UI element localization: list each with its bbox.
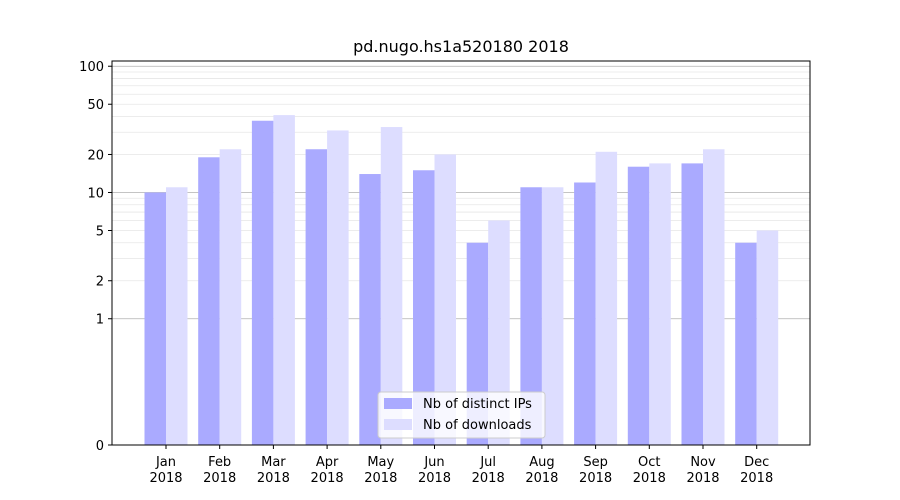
y-tick-label: 50 — [87, 98, 104, 113]
bar-ips — [359, 174, 381, 445]
bar-downloads — [541, 187, 564, 446]
legend-label: Nb of downloads — [423, 418, 532, 433]
y-tick-label: 10 — [87, 186, 104, 201]
x-tick-label: Jul 2018 — [472, 455, 505, 486]
bar-ips — [413, 170, 435, 445]
bar-ips — [251, 120, 274, 446]
x-tick-label: Sep 2018 — [579, 455, 612, 486]
bar-ips — [735, 242, 757, 445]
bar-downloads — [380, 127, 403, 445]
x-tick-label: Nov 2018 — [686, 455, 719, 486]
plot-frame — [111, 60, 811, 446]
bar-downloads — [649, 163, 671, 445]
y-tick-label: 20 — [87, 148, 104, 163]
x-tick-label: Jan 2018 — [149, 455, 182, 486]
x-axis: Jan 2018 Feb 2018 Mar 2018 Apr 2018 May 2018 Jun 20… — [149, 445, 773, 486]
bar-ips — [305, 149, 328, 445]
y-tick-label: 5 — [96, 224, 104, 239]
bar-downloads — [756, 230, 779, 445]
bar-ips — [198, 157, 220, 445]
bar-downloads — [219, 149, 242, 445]
legend-label: Nb of distinct IPs — [423, 397, 532, 412]
x-tick-label: Oct 2018 — [633, 455, 666, 486]
x-tick-label: Feb 2018 — [203, 455, 236, 486]
bar-downloads — [273, 115, 295, 446]
x-tick-label: Jun 2018 — [418, 455, 451, 486]
bar-ips — [520, 187, 542, 446]
bar-downloads — [703, 149, 725, 445]
x-tick-label: Apr 2018 — [311, 455, 344, 486]
bars — [144, 115, 779, 446]
x-tick-label: Mar 2018 — [257, 455, 290, 486]
y-tick-label: 0 — [96, 439, 104, 454]
y-axis: 0 1 2 5 10 20 50 100 — [79, 60, 112, 454]
y-tick-label: 100 — [79, 60, 104, 75]
bar-downloads — [595, 151, 618, 445]
bar-downloads — [488, 220, 510, 445]
y-tick-label: 2 — [96, 275, 104, 290]
bar-downloads — [434, 154, 456, 445]
x-tick-label: May 2018 — [364, 455, 397, 486]
x-tick-label: Dec 2018 — [740, 455, 773, 486]
legend-box — [377, 391, 546, 439]
legend: Nb of distinct IPs Nb of downloads — [377, 391, 546, 439]
bar-ips — [574, 182, 596, 445]
bar-ips — [681, 163, 703, 445]
chart-title: pd.nugo.hs1a520180 2018 — [353, 37, 569, 56]
bar-downloads — [327, 130, 349, 445]
bar-ips — [144, 192, 166, 445]
legend-swatch — [384, 419, 412, 430]
bar-ips — [627, 166, 650, 445]
x-tick-label: Aug 2018 — [525, 455, 558, 486]
bar-downloads — [166, 187, 188, 446]
y-tick-label: 1 — [96, 313, 104, 328]
legend-swatch — [384, 398, 412, 409]
